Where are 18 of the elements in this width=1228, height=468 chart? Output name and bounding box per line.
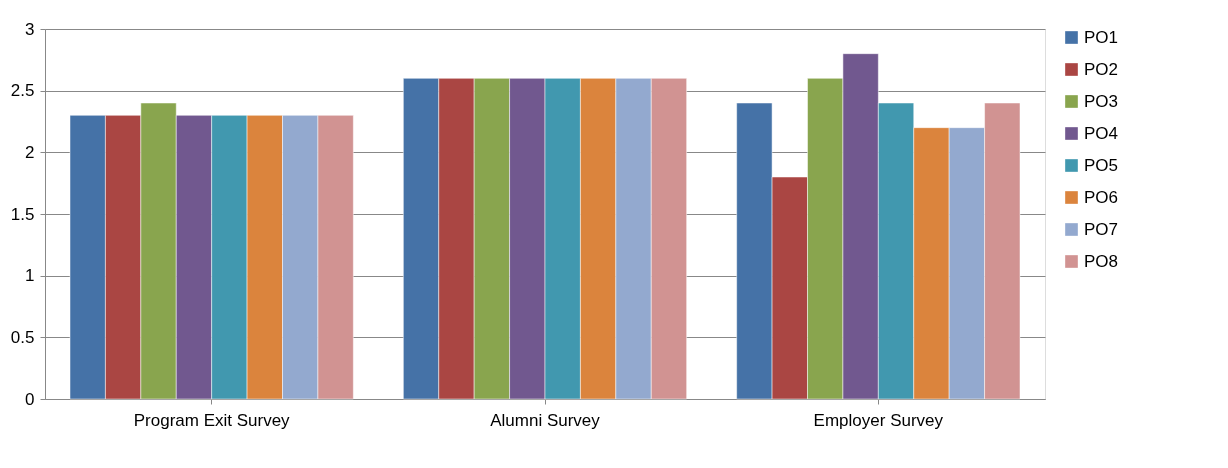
x-tick-label: Program Exit Survey xyxy=(133,410,291,430)
y-tick-label: 0 xyxy=(25,389,35,409)
y-tick-label: 2.5 xyxy=(10,81,35,101)
y-tick-label: 3 xyxy=(25,19,35,39)
legend-label: PO5 xyxy=(1084,155,1119,175)
legend-label: PO3 xyxy=(1084,91,1119,111)
legend-label: PO2 xyxy=(1084,59,1119,79)
x-tick-label: Employer Survey xyxy=(813,410,944,430)
legend-label: PO1 xyxy=(1084,27,1119,47)
legend-label: PO7 xyxy=(1084,219,1119,239)
y-tick-label: 0.5 xyxy=(10,327,35,347)
y-tick-label: 1 xyxy=(25,266,35,286)
y-tick-label: 2 xyxy=(25,142,35,162)
x-tick-label: Alumni Survey xyxy=(490,410,601,430)
y-tick-label: 1.5 xyxy=(10,204,35,224)
legend-label: PO8 xyxy=(1084,251,1119,271)
legend-label: PO6 xyxy=(1084,187,1119,207)
legend-label: PO4 xyxy=(1084,123,1119,143)
